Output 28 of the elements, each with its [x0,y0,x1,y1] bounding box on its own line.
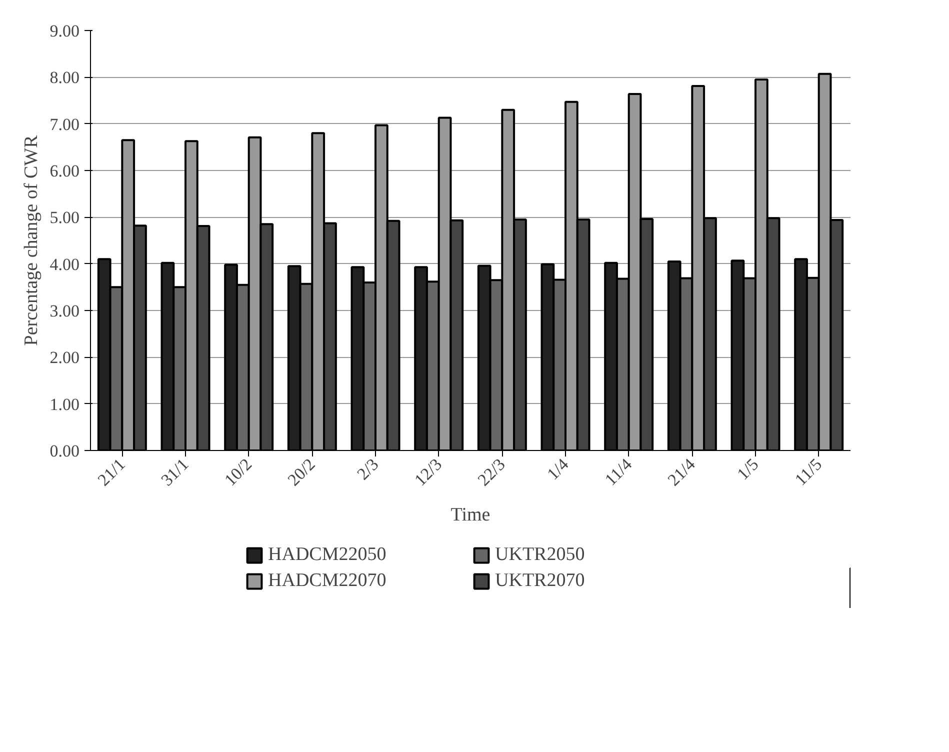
x-tick-label: 21/1 [94,454,129,490]
y-tick-label: 7.00 [50,114,80,134]
y-tick-label: 0.00 [50,442,80,460]
y-tick-label: 4.00 [50,254,80,274]
y-axis-title: Percentage change of CWR [20,134,42,346]
y-tick-label: 3.00 [50,302,80,320]
legend-label: UKTR2050 [495,544,586,566]
x-tick-label: 1/4 [543,454,573,484]
y-tick-label: 2.00 [50,348,80,368]
x-tick-label: 31/1 [157,454,192,490]
x-tick-label: 2/3 [353,454,382,484]
x-tick-label: 11/4 [601,454,636,490]
y-tick-label: 8.00 [50,68,80,88]
legend-label: UKTR2070 [495,570,586,592]
y-tick-label: 6.00 [50,162,80,180]
x-tick-label: 21/4 [664,454,700,490]
legend-label: HADCM22070 [268,570,388,592]
x-tick-label: 12/3 [410,454,446,490]
x-tick-label: 20/2 [284,454,319,490]
y-tick-label: 1.00 [50,394,80,414]
x-tick-label: 11/5 [791,454,826,490]
y-tick-label: 5.00 [50,208,80,228]
x-tick-label: 22/3 [474,454,509,490]
x-tick-label: 10/2 [220,454,256,490]
x-tick-label: 1/5 [733,454,762,484]
x-axis-title: Time [450,504,490,526]
legend-label: HADCM22050 [268,544,388,566]
y-tick-label: 9.00 [50,22,80,40]
